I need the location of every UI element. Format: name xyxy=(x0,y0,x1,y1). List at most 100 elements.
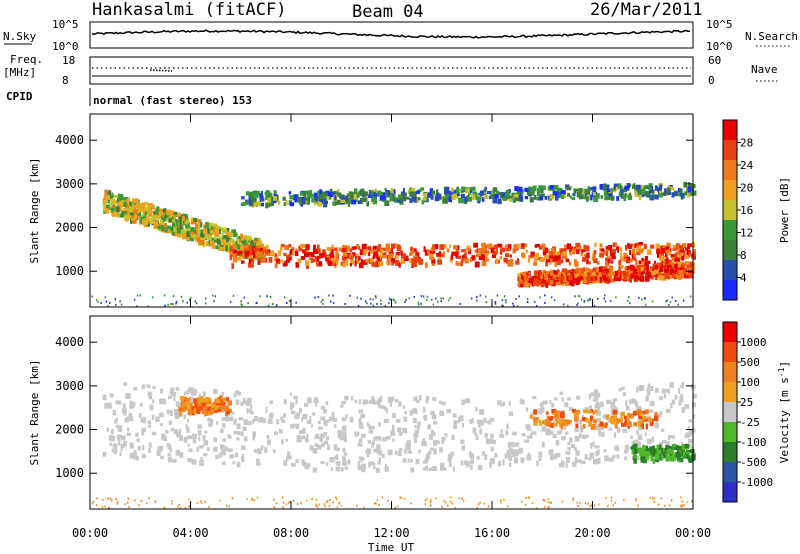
heatmap-cell xyxy=(543,255,549,261)
heatmap-cell xyxy=(606,189,611,192)
heatmap-cell xyxy=(637,272,641,277)
heatmap-cell xyxy=(175,302,177,305)
heatmap-cell xyxy=(361,468,366,473)
heatmap-cell xyxy=(569,437,573,443)
heatmap-cell xyxy=(392,197,395,202)
heatmap-cell xyxy=(449,496,452,499)
heatmap-cell xyxy=(603,189,607,196)
heatmap-cell xyxy=(564,272,569,276)
heatmap-cell xyxy=(176,227,181,234)
heatmap-cell xyxy=(184,221,189,225)
heatmap-cell xyxy=(622,194,626,198)
heatmap-cell xyxy=(400,258,406,264)
heatmap-cell xyxy=(478,421,481,428)
heatmap-cell xyxy=(628,258,633,263)
heatmap-cell xyxy=(126,432,131,436)
heatmap-cell xyxy=(214,295,217,298)
colorbar-tick-label: 1000 xyxy=(740,336,767,349)
heatmap-cell xyxy=(357,305,360,307)
heatmap-cell xyxy=(436,193,442,200)
heatmap-cell xyxy=(240,303,242,306)
heatmap-cell xyxy=(682,451,686,457)
heatmap-cell xyxy=(618,260,622,266)
heatmap-cell xyxy=(233,420,236,425)
y-tick-label: 1000 xyxy=(55,264,84,278)
heatmap-cell xyxy=(550,248,555,253)
heatmap-cell xyxy=(323,194,327,200)
heatmap-cell xyxy=(475,406,478,412)
heatmap-cell xyxy=(301,416,304,422)
heatmap-cell xyxy=(110,429,114,435)
heatmap-cell xyxy=(557,189,563,196)
heatmap-cell xyxy=(340,248,346,252)
heatmap-cell xyxy=(620,386,625,391)
heatmap-cell xyxy=(649,400,655,407)
heatmap-cell xyxy=(256,242,262,247)
heatmap-cell xyxy=(161,214,164,218)
heatmap-cell xyxy=(538,419,541,423)
heatmap-cell xyxy=(207,228,210,234)
heatmap-cell xyxy=(300,502,302,505)
heatmap-cell xyxy=(432,397,437,401)
heatmap-cell xyxy=(654,412,658,416)
heatmap-cell xyxy=(549,185,554,190)
heatmap-cell xyxy=(650,455,654,461)
heatmap-cell xyxy=(229,254,232,261)
heatmap-cell xyxy=(324,200,328,207)
heatmap-cell xyxy=(188,400,191,406)
heatmap-cell xyxy=(539,273,544,279)
heatmap-cell xyxy=(637,189,642,195)
heatmap-cell xyxy=(605,414,610,420)
heatmap-cell xyxy=(343,452,348,456)
heatmap-cell xyxy=(535,305,538,307)
heatmap-cell xyxy=(317,248,321,254)
heatmap-cell xyxy=(525,496,527,499)
heatmap-cell xyxy=(535,244,541,248)
heatmap-cell xyxy=(169,410,173,416)
heatmap-cell xyxy=(559,194,565,198)
heatmap-cell xyxy=(491,439,496,445)
heatmap-cell xyxy=(599,243,603,248)
heatmap-cell xyxy=(332,501,334,504)
heatmap-cell xyxy=(609,418,614,424)
heatmap-cell xyxy=(240,245,245,251)
power-colorbar-label: Power [dB] xyxy=(778,177,791,243)
heatmap-cell xyxy=(236,437,240,441)
heatmap-cell xyxy=(638,242,643,246)
heatmap-cell xyxy=(624,266,627,272)
heatmap-cell xyxy=(507,505,509,508)
heatmap-cell xyxy=(139,294,141,297)
heatmap-cell xyxy=(391,260,394,266)
heatmap-cell xyxy=(568,261,572,266)
cpid-label: CPID xyxy=(6,90,33,103)
heatmap-cell xyxy=(551,403,555,408)
heatmap-cell xyxy=(344,466,349,470)
heatmap-cell xyxy=(587,273,591,279)
heatmap-cell xyxy=(671,192,675,198)
heatmap-cell xyxy=(240,401,244,406)
heatmap-cell xyxy=(488,421,491,425)
heatmap-cell xyxy=(310,259,314,264)
heatmap-cell xyxy=(544,294,546,297)
heatmap-cell xyxy=(550,454,554,461)
heatmap-cell xyxy=(229,251,234,255)
heatmap-cell xyxy=(287,455,292,460)
heatmap-cell xyxy=(534,244,538,248)
heatmap-cell xyxy=(432,420,438,425)
heatmap-cell xyxy=(368,189,374,195)
heatmap-cell xyxy=(520,274,524,280)
heatmap-cell xyxy=(140,402,143,407)
heatmap-cell xyxy=(113,447,118,453)
heatmap-cell xyxy=(531,282,534,287)
heatmap-cell xyxy=(399,197,405,202)
heatmap-cell xyxy=(594,424,599,430)
heatmap-cell xyxy=(514,197,519,202)
x-tick-label: 00:00 xyxy=(72,526,108,540)
heatmap-cell xyxy=(574,276,579,282)
heatmap-cell xyxy=(648,183,653,188)
heatmap-cell xyxy=(188,409,193,414)
heatmap-cell xyxy=(213,388,218,395)
heatmap-cell xyxy=(659,413,662,418)
heatmap-cell xyxy=(372,255,375,260)
heatmap-cell xyxy=(251,497,253,500)
